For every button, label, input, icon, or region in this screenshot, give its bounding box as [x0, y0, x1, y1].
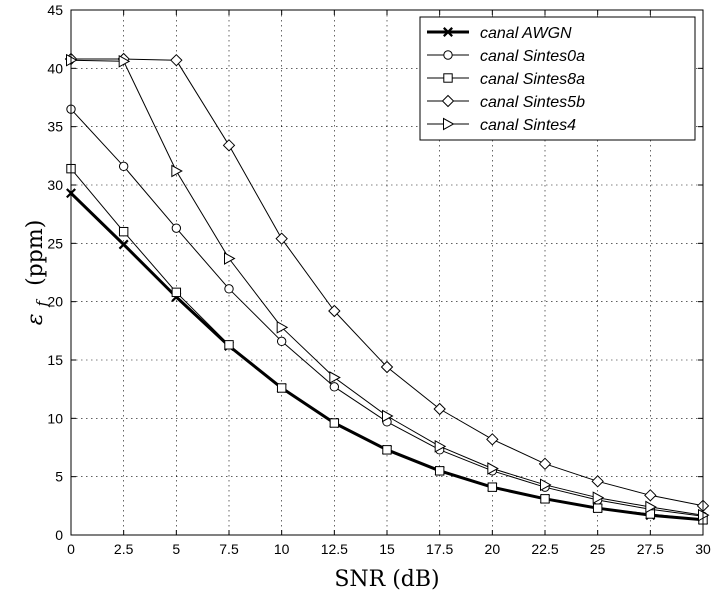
data-point-square-marker	[540, 494, 550, 504]
data-point-square-marker	[443, 73, 453, 83]
data-point-triangle-marker	[118, 54, 131, 68]
data-point-diamond-marker	[170, 53, 183, 67]
legend-item: canal Sintes4	[427, 117, 576, 134]
x-tick-label: 22.5	[531, 541, 558, 557]
axis-ticks: 0 2.5 5 7.5 10 12.5 15 17.5 20 22.5 25 27.5 30 0 5 10 15…	[47, 2, 711, 557]
data-point-square-marker	[171, 287, 182, 298]
y-tick-label: 15	[47, 352, 63, 368]
data-point-triangle-marker	[171, 164, 183, 178]
legend-item: canal AWGN	[427, 25, 572, 42]
data-point-diamond-marker	[380, 360, 394, 374]
data-point-x-marker	[118, 239, 129, 250]
y-tick-label: 40	[47, 60, 63, 76]
data-point-diamond-marker	[222, 139, 236, 152]
x-tick-label: 0	[67, 541, 75, 557]
legend-label: canal Sintes0a	[480, 48, 585, 65]
legend-item: canal Sintes5b	[427, 94, 585, 111]
data-point-triangle-marker	[434, 439, 447, 453]
x-tick-label: 2.5	[114, 541, 134, 557]
series-canal-sintes0a	[66, 104, 708, 522]
y-axis-unit: (ppm)	[23, 220, 48, 286]
data-point-diamond-marker	[441, 94, 455, 108]
data-point-circle-marker	[276, 336, 287, 347]
y-tick-label: 35	[47, 119, 63, 135]
data-point-diamond-marker	[644, 489, 657, 502]
data-point-square-marker	[434, 466, 445, 476]
data-point-square-marker	[118, 226, 129, 237]
x-tick-label: 15	[379, 541, 395, 557]
data-point-diamond-marker	[275, 232, 288, 245]
x-tick-label: 20	[485, 541, 501, 557]
legend-item: canal Sintes8a	[427, 71, 585, 88]
y-tick-label: 0	[55, 527, 63, 543]
data-point-triangle-marker	[276, 320, 289, 334]
x-axis-label: SNR (dB)	[334, 567, 439, 592]
data-point-circle-marker	[224, 284, 234, 294]
y-tick-label: 30	[47, 177, 63, 193]
y-tick-label: 5	[55, 469, 63, 485]
legend-label: canal Sintes8a	[480, 71, 585, 88]
y-axis-subscript: f	[33, 298, 51, 307]
y-axis-symbol: ε	[23, 313, 48, 325]
data-point-diamond-marker	[328, 304, 341, 318]
data-point-diamond-marker	[591, 475, 604, 488]
data-point-triangle-marker	[382, 409, 394, 423]
data-point-triangle-marker	[329, 371, 341, 384]
series-canal-sintes5b	[64, 52, 710, 513]
x-tick-label: 25	[590, 541, 606, 557]
x-tick-label: 17.5	[426, 541, 453, 557]
data-point-diamond-marker	[486, 433, 499, 446]
data-point-triangle-marker	[224, 252, 236, 265]
y-axis-label: ε f (ppm)	[23, 220, 53, 326]
series-canal-sintes4	[66, 53, 710, 522]
legend-item: canal Sintes0a	[427, 48, 585, 65]
data-point-diamond-marker	[433, 402, 446, 416]
legend: canal AWGN canal Sintes0a canal Sintes8a ca…	[419, 16, 696, 141]
y-tick-label: 10	[47, 410, 63, 426]
x-tick-label: 12.5	[321, 541, 348, 557]
y-tick-label: 45	[47, 2, 63, 18]
x-tick-label: 7.5	[219, 541, 239, 557]
data-point-square-marker	[592, 503, 603, 513]
data-point-triangle-marker	[645, 500, 657, 514]
y-tick-label: 25	[47, 235, 63, 251]
legend-label: canal Sintes5b	[480, 94, 585, 111]
data-point-square-marker	[487, 482, 498, 492]
data-point-triangle-marker	[540, 478, 552, 492]
x-tick-label: 30	[695, 541, 711, 557]
x-tick-label: 10	[274, 541, 290, 557]
legend-label: canal Sintes4	[480, 117, 576, 134]
x-tick-label: 5	[172, 541, 180, 557]
data-point-triangle-marker	[487, 462, 499, 475]
data-point-square-marker	[224, 340, 234, 350]
data-point-x-marker	[443, 27, 453, 37]
data-point-circle-marker	[171, 223, 182, 233]
y-tick-label: 20	[47, 294, 63, 310]
data-point-diamond-marker	[538, 457, 552, 471]
data-point-square-marker	[382, 445, 392, 455]
x-tick-label: 27.5	[637, 541, 664, 557]
data-point-square-marker	[329, 418, 340, 428]
data-point-triangle-marker	[443, 117, 455, 131]
data-point-square-marker	[276, 383, 287, 393]
legend-label: canal AWGN	[480, 25, 572, 42]
plot-series	[64, 52, 710, 525]
data-point-circle-marker	[329, 382, 340, 392]
data-point-circle-marker	[118, 161, 129, 172]
data-point-circle-marker	[443, 50, 453, 60]
data-point-triangle-marker	[592, 491, 605, 505]
